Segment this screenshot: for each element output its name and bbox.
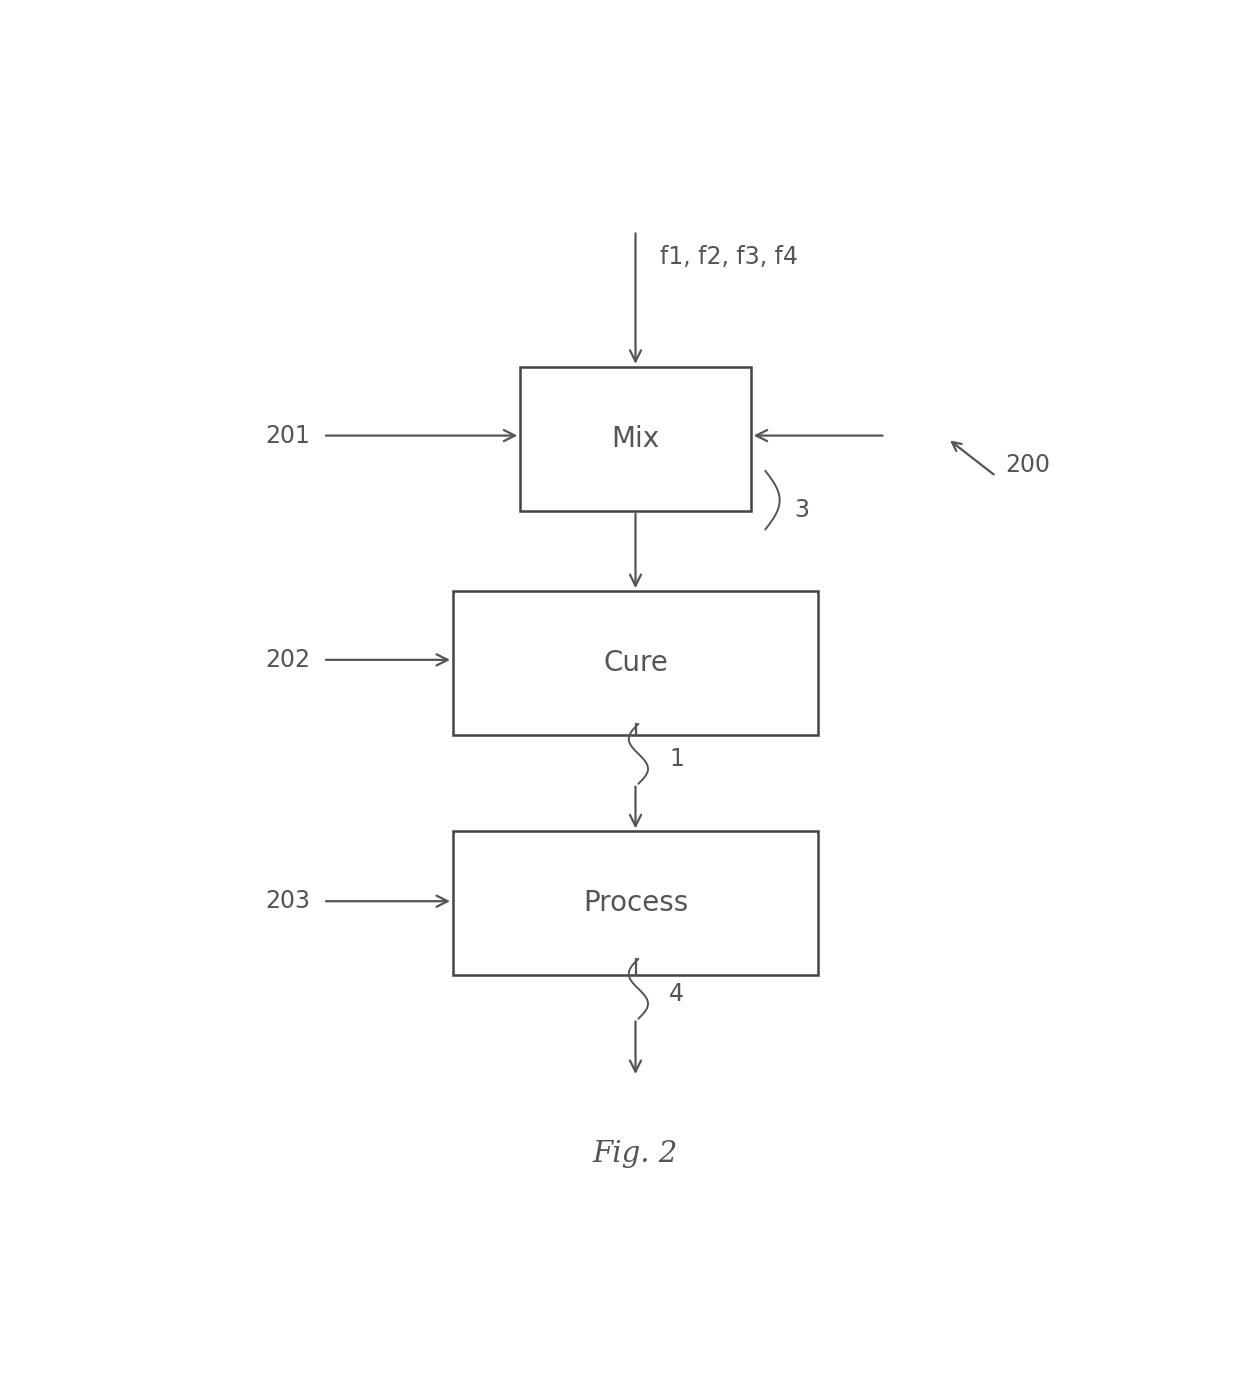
Text: 3: 3 (794, 498, 808, 522)
Text: 200: 200 (1006, 454, 1050, 477)
Text: f1, f2, f3, f4: f1, f2, f3, f4 (660, 245, 797, 269)
Text: Mix: Mix (611, 424, 660, 452)
Text: Cure: Cure (603, 649, 668, 677)
Text: Process: Process (583, 889, 688, 917)
Bar (521, 366, 751, 510)
Bar (453, 831, 818, 975)
Text: 202: 202 (265, 648, 310, 671)
Text: 1: 1 (670, 748, 684, 771)
Text: 203: 203 (265, 889, 310, 913)
Bar (453, 591, 818, 735)
Text: 201: 201 (265, 423, 310, 448)
Text: Fig. 2: Fig. 2 (593, 1140, 678, 1168)
Text: 4: 4 (670, 982, 684, 1006)
